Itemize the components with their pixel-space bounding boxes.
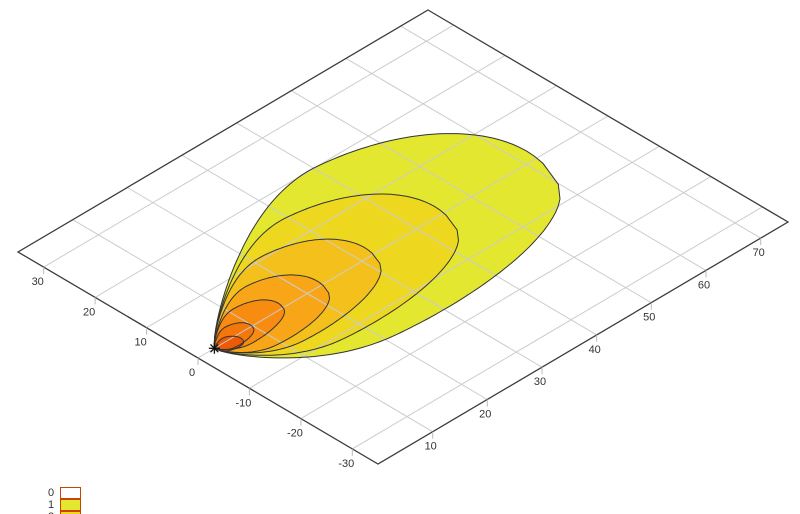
legend-items: 01248163264 — [48, 487, 104, 514]
u-axis-tick-label: 30 — [534, 376, 546, 388]
contour-line-lux-16 — [213, 299, 286, 350]
v-axis-tick-label: -30 — [338, 458, 354, 470]
grid-line — [43, 24, 454, 268]
v-axis-tick-label: 30 — [32, 276, 44, 288]
grid-line — [300, 176, 712, 420]
legend-value-label: 0 — [47, 487, 55, 499]
legend-color-swatch — [60, 511, 82, 514]
grid-line — [352, 206, 763, 450]
contour-line-lux-64 — [213, 335, 245, 352]
grid-line — [146, 85, 557, 329]
v-axis-tick-label: -20 — [287, 428, 303, 440]
v-axis-tick-label: 20 — [83, 306, 95, 318]
legend-color-swatch — [60, 487, 82, 499]
u-axis-tick-label: 60 — [698, 279, 710, 291]
legend-value-label: 1 — [47, 499, 55, 511]
v-axis-tick-label: 10 — [134, 337, 146, 349]
legend-item: 2 — [48, 511, 87, 514]
contour-line-lux-8 — [213, 274, 331, 353]
u-axis-tick-label: 70 — [753, 247, 765, 259]
source-asterisk-marker — [210, 343, 219, 353]
lux-legend: lux >= 01248163264 — [6, 487, 104, 514]
v-axis-tick-label: -10 — [235, 397, 251, 409]
legend-value-label: 2 — [48, 511, 54, 514]
u-axis-tick-label: 40 — [589, 344, 601, 356]
plot-plane-border — [16, 9, 790, 465]
contour-line-lux-1 — [213, 133, 561, 359]
contour-line-lux-32 — [213, 322, 255, 351]
legend-color-swatch — [60, 499, 82, 511]
legend-item: 1 — [48, 499, 87, 511]
contour-line-lux-2 — [213, 193, 460, 356]
grid-line — [197, 115, 609, 359]
u-axis-tick-label: 10 — [425, 441, 437, 453]
contour-line-lux-4 — [213, 238, 382, 354]
contour-fill-lux-64 — [214, 336, 244, 352]
legend-item: 0 — [48, 487, 87, 499]
v-axis-tick-label: 0 — [189, 367, 195, 379]
u-axis-tick-label: 20 — [479, 409, 491, 421]
u-axis-tick-label: 50 — [643, 312, 655, 324]
